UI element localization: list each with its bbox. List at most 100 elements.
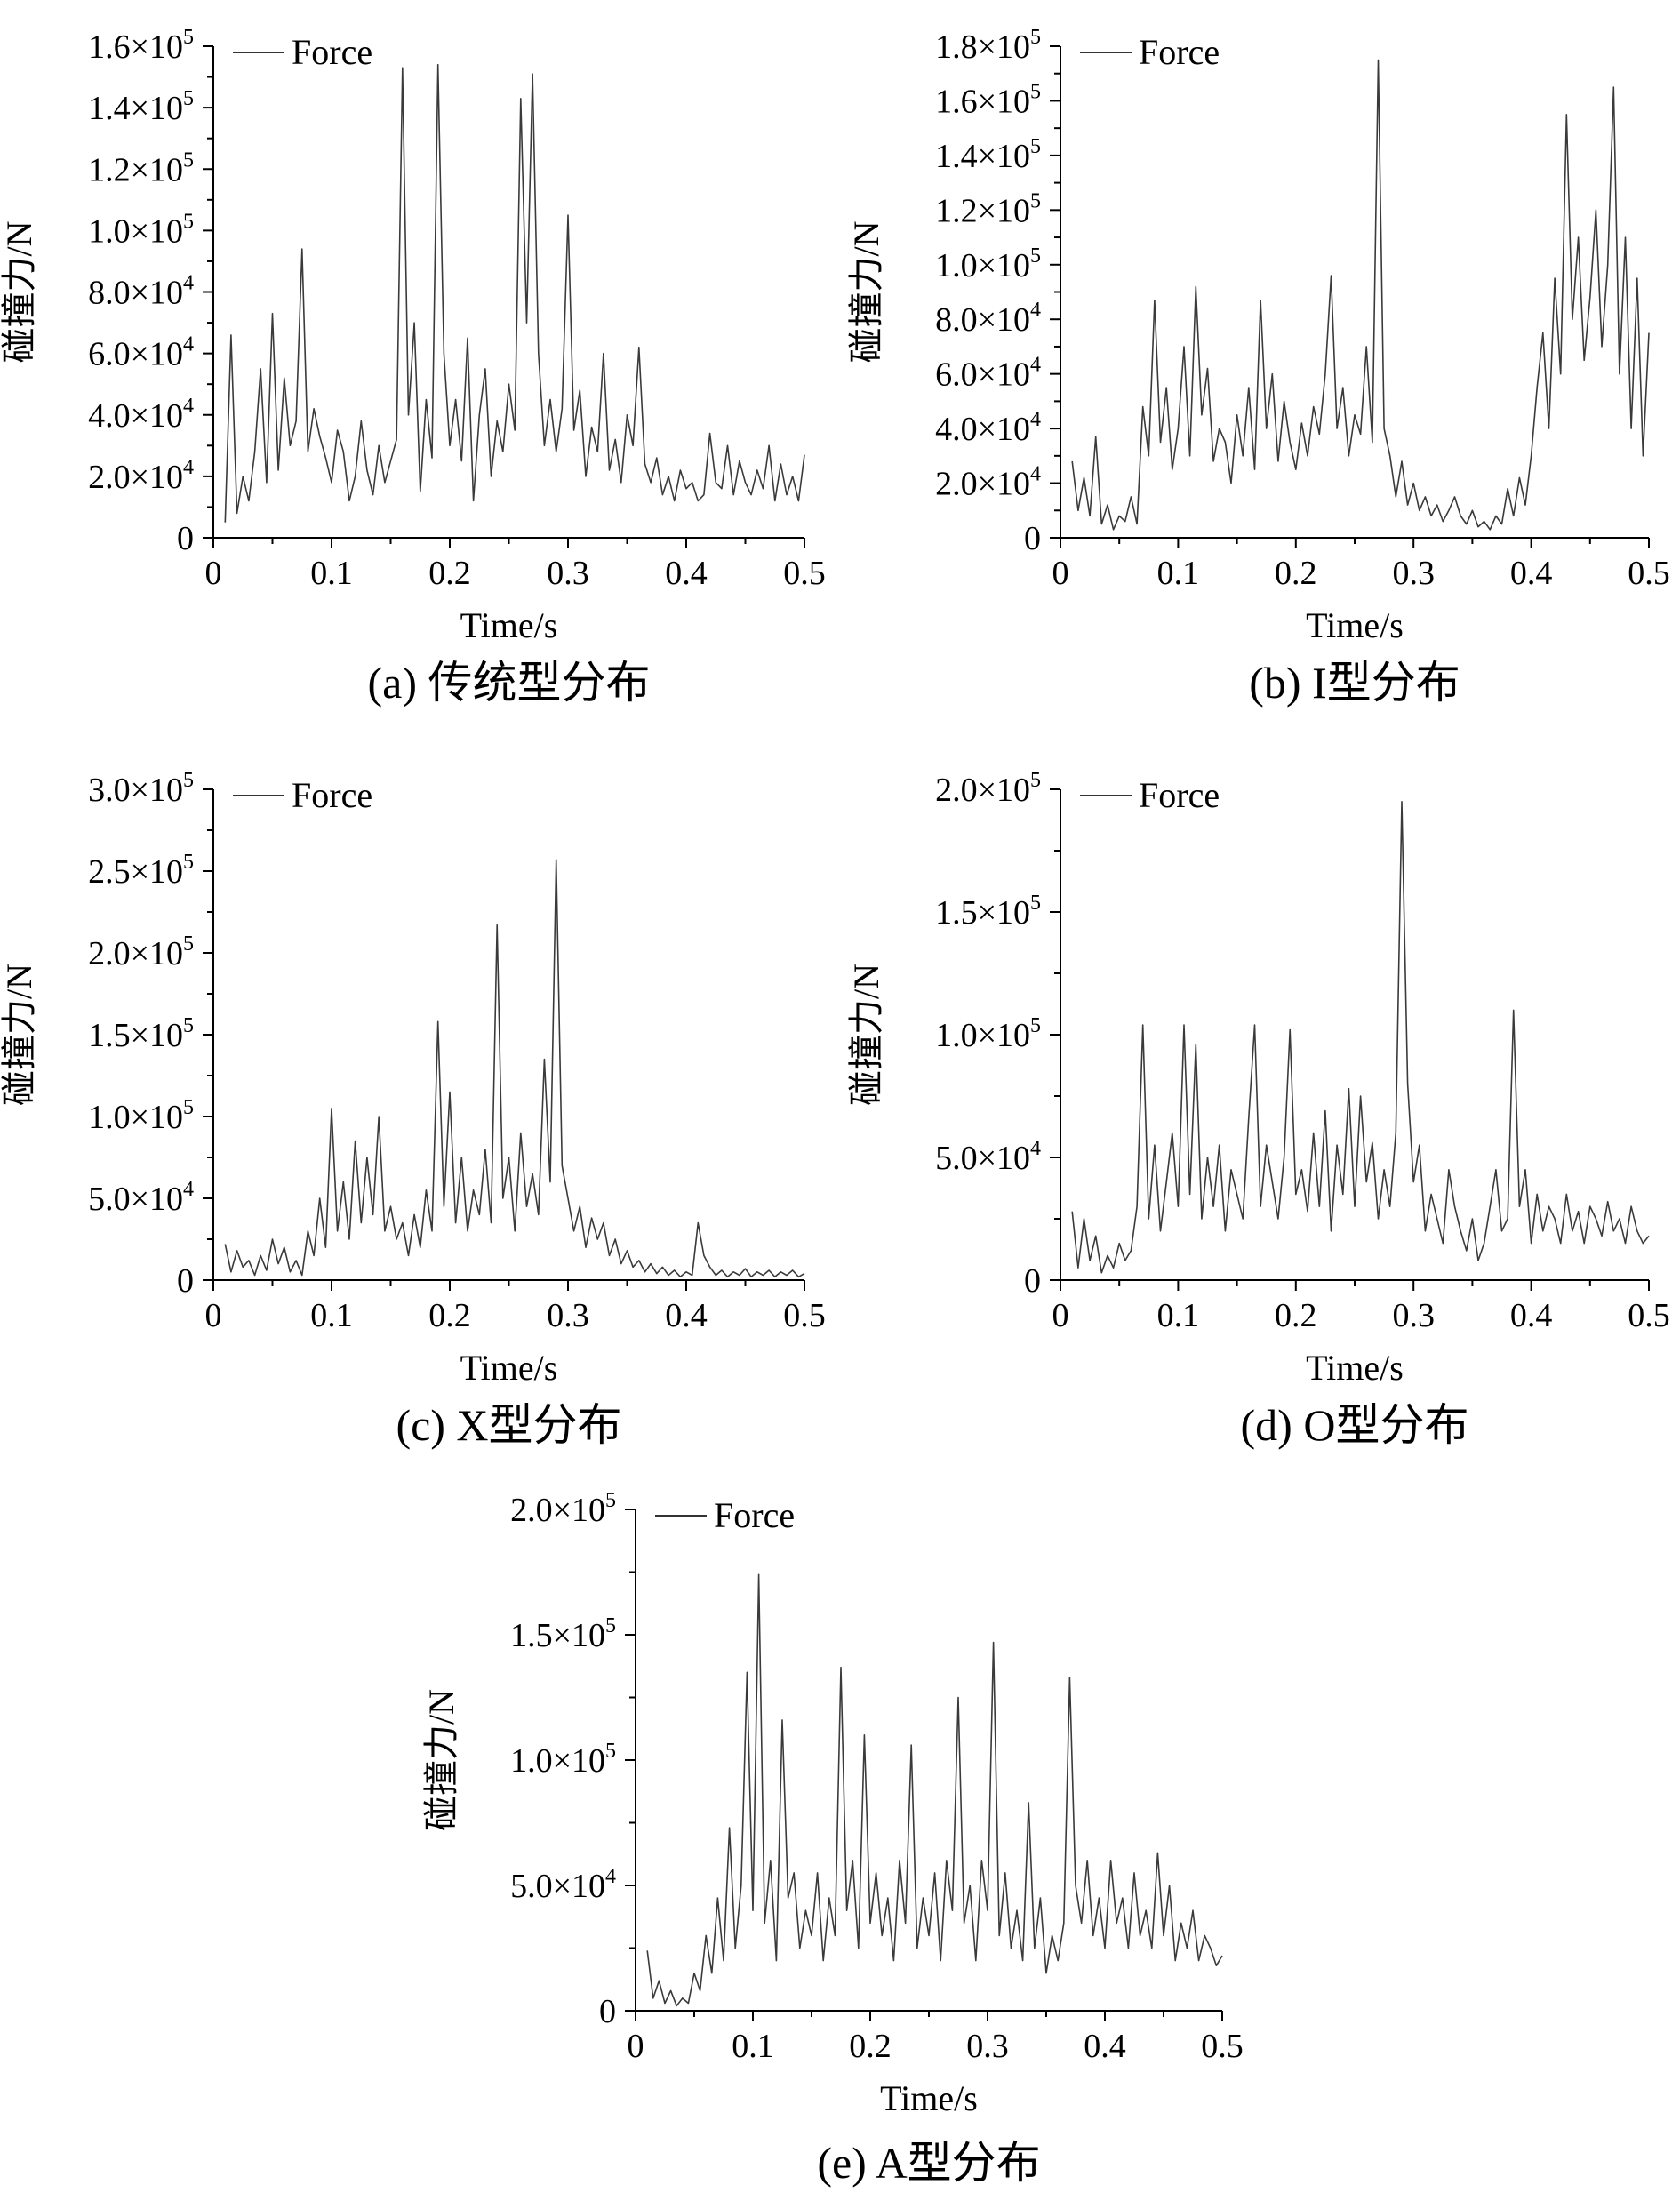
y-tick-exponent: 5 <box>183 1096 194 1119</box>
y-tick-label: 0 <box>1024 1262 1041 1300</box>
x-tick-label: 0.1 <box>1157 555 1200 592</box>
y-tick-label: 1.2×105 <box>935 189 1041 229</box>
y-tick-label: 1.0×105 <box>510 1740 616 1780</box>
y-tick-label: 2.0×104 <box>88 456 194 496</box>
y-tick-label: 8.0×104 <box>935 299 1041 339</box>
y-axis-title: 碰撞力/N <box>421 1689 461 1831</box>
x-axis-title: Time/s <box>460 1348 558 1388</box>
y-tick-exponent: 5 <box>605 1614 616 1637</box>
y-tick-mantissa: 2.0×10 <box>935 772 1030 809</box>
chart-panel-e: 0 0.1 0.2 0.3 0.4 0.505.0×1041.0×1051.5×1052.… <box>421 1489 1244 2188</box>
x-tick-label: 0.1 <box>310 1297 353 1334</box>
x-tick-label: 0.1 <box>310 555 353 592</box>
y-tick-mantissa: 1.4×10 <box>935 138 1030 175</box>
y-tick-mantissa: 0 <box>599 1993 616 2030</box>
y-tick-mantissa: 1.0×10 <box>88 1099 183 1136</box>
y-tick-mantissa: 1.0×10 <box>88 212 183 250</box>
y-tick-mantissa: 2.5×10 <box>88 853 183 891</box>
x-tick-label: 0.4 <box>1510 555 1553 592</box>
x-axis-title: Time/s <box>880 2078 978 2118</box>
x-tick-label: 0.2 <box>849 2028 892 2065</box>
chart-panel-c: 0 0.1 0.2 0.3 0.4 0.505.0×1041.0×1051.5×1052.… <box>0 769 826 1450</box>
y-tick-mantissa: 6.0×10 <box>88 336 183 373</box>
y-tick-exponent: 5 <box>1030 189 1041 212</box>
y-tick-label: 4.0×104 <box>88 395 194 435</box>
y-tick-mantissa: 4.0×10 <box>935 411 1030 448</box>
x-tick-label: 0.5 <box>1628 1297 1670 1334</box>
y-tick-exponent: 5 <box>183 1014 194 1037</box>
x-tick-label: 0.2 <box>428 1297 471 1334</box>
y-tick-exponent: 5 <box>183 769 194 792</box>
y-tick-mantissa: 1.2×10 <box>88 151 183 188</box>
y-tick-mantissa: 5.0×10 <box>88 1181 183 1218</box>
y-tick-mantissa: 0 <box>1024 1262 1041 1300</box>
y-tick-exponent: 4 <box>1030 1137 1041 1160</box>
y-tick-mantissa: 0 <box>1024 520 1041 557</box>
y-tick-mantissa: 1.4×10 <box>88 90 183 127</box>
y-tick-mantissa: 1.5×10 <box>88 1017 183 1054</box>
y-tick-label: 1.4×105 <box>935 135 1041 175</box>
y-tick-label: 5.0×104 <box>510 1865 616 1905</box>
legend-label: Force <box>292 32 372 72</box>
y-tick-exponent: 5 <box>605 1740 616 1763</box>
series-line-force <box>646 1573 1223 2007</box>
y-tick-label: 1.6×105 <box>88 26 194 66</box>
x-tick-label: 0.3 <box>966 2028 1009 2065</box>
y-tick-exponent: 4 <box>183 272 194 295</box>
x-tick-label: 0.5 <box>1201 2028 1244 2065</box>
y-tick-exponent: 5 <box>183 87 194 110</box>
y-tick-mantissa: 1.2×10 <box>935 192 1030 229</box>
series-line-force <box>224 63 805 523</box>
y-axis-title: 碰撞力/N <box>0 964 39 1106</box>
panel-caption: (c) X型分布 <box>396 1400 621 1450</box>
y-tick-exponent: 4 <box>183 395 194 418</box>
x-tick-label: 0.5 <box>1628 555 1670 592</box>
y-tick-exponent: 5 <box>183 148 194 172</box>
y-tick-label: 1.5×105 <box>88 1014 194 1054</box>
y-tick-label: 5.0×104 <box>935 1137 1041 1177</box>
y-tick-exponent: 5 <box>183 932 194 956</box>
y-tick-mantissa: 1.0×10 <box>935 247 1030 284</box>
y-tick-label: 0 <box>599 1993 616 2030</box>
y-tick-mantissa: 2.0×10 <box>510 1492 605 1529</box>
x-tick-label: 0 <box>205 555 222 592</box>
y-tick-label: 1.8×105 <box>935 26 1041 66</box>
x-tick-label: 0.2 <box>1275 555 1317 592</box>
y-tick-label: 1.5×105 <box>935 892 1041 932</box>
x-tick-label: 0.4 <box>665 555 708 592</box>
panel-caption: (b) I型分布 <box>1249 658 1460 708</box>
y-tick-mantissa: 1.0×10 <box>935 1017 1030 1054</box>
x-tick-label: 0 <box>628 2028 644 2065</box>
y-tick-label: 1.0×105 <box>935 1014 1041 1054</box>
y-tick-mantissa: 6.0×10 <box>935 356 1030 394</box>
y-tick-label: 1.0×105 <box>88 210 194 250</box>
x-tick-label: 0.1 <box>732 2028 774 2065</box>
x-tick-label: 0.5 <box>783 1297 826 1334</box>
y-tick-label: 2.0×104 <box>935 463 1041 503</box>
y-tick-label: 0 <box>177 1262 194 1300</box>
y-tick-mantissa: 8.0×10 <box>935 301 1030 339</box>
y-tick-label: 6.0×104 <box>88 333 194 373</box>
y-tick-label: 0 <box>1024 520 1041 557</box>
y-tick-exponent: 4 <box>183 1178 194 1201</box>
y-tick-mantissa: 3.0×10 <box>88 772 183 809</box>
y-tick-exponent: 5 <box>183 851 194 874</box>
y-tick-label: 2.5×105 <box>88 851 194 891</box>
y-tick-exponent: 5 <box>1030 892 1041 915</box>
panel-caption: (d) O型分布 <box>1241 1400 1469 1450</box>
y-tick-label: 1.0×105 <box>935 244 1041 284</box>
y-tick-exponent: 5 <box>1030 244 1041 268</box>
panel-caption: (a) 传统型分布 <box>368 658 651 708</box>
y-tick-mantissa: 1.0×10 <box>510 1742 605 1780</box>
y-tick-exponent: 5 <box>1030 769 1041 792</box>
y-tick-exponent: 4 <box>1030 354 1041 377</box>
y-tick-label: 1.5×105 <box>510 1614 616 1654</box>
x-tick-label: 0 <box>205 1297 222 1334</box>
y-tick-exponent: 4 <box>1030 408 1041 431</box>
y-tick-mantissa: 0 <box>177 520 194 557</box>
y-tick-mantissa: 2.0×10 <box>935 466 1030 503</box>
y-tick-exponent: 4 <box>605 1865 616 1888</box>
x-tick-label: 0.4 <box>665 1297 708 1334</box>
y-tick-exponent: 5 <box>1030 26 1041 49</box>
